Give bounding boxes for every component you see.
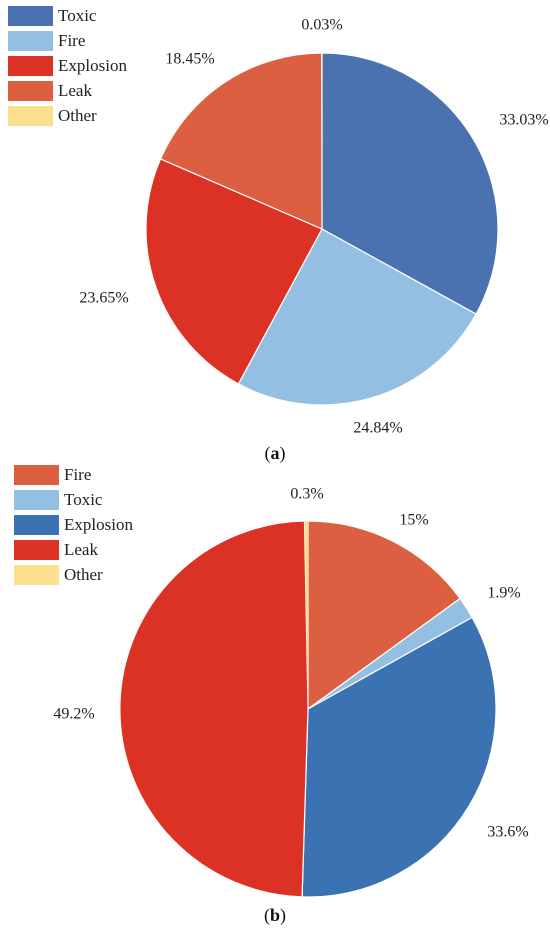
data-label-toxic-b: 1.9% <box>487 585 520 602</box>
legend-label-other-b: Other <box>64 565 103 584</box>
slice-fire-b <box>307 520 461 711</box>
legend-label-fire-a: Fire <box>58 31 85 50</box>
data-label-leak-a: 18.45% <box>165 51 214 68</box>
legend-label-other-a: Other <box>58 106 97 125</box>
legend-label-fire-b: Fire <box>64 465 91 484</box>
data-label-fire-a: 24.84% <box>353 420 402 437</box>
caption-b: (b) <box>264 905 286 926</box>
slice-toxic-a <box>321 52 499 315</box>
slice-fire-a <box>237 228 477 406</box>
legend-swatch-fire-b <box>14 465 59 485</box>
legend-label-leak-a: Leak <box>58 81 92 100</box>
legend-swatch-explosion-b <box>14 515 59 535</box>
data-label-leak-b: 49.2% <box>53 706 94 723</box>
data-label-other-a: 0.03% <box>301 17 342 34</box>
legend-label-toxic-b: Toxic <box>64 490 103 509</box>
pie-chart-a: 33.03% 24.84% 23.65% 18.45% 0.03% Toxic Fire Ex… <box>8 6 549 437</box>
legend-swatch-leak-b <box>14 540 59 560</box>
legend-label-toxic-a: Toxic <box>58 6 97 25</box>
legend-label-explosion-b: Explosion <box>64 515 133 534</box>
data-label-fire-b: 15% <box>399 512 428 529</box>
caption-a: (a) <box>265 443 286 464</box>
data-label-other-b: 0.3% <box>290 486 323 503</box>
data-label-toxic-a: 33.03% <box>499 112 548 129</box>
slice-explosion-b <box>301 616 497 898</box>
slice-leak-b <box>119 520 309 898</box>
slice-other-b <box>304 520 308 709</box>
data-label-explosion-b: 33.6% <box>487 824 528 841</box>
data-label-explosion-a: 23.65% <box>79 290 128 307</box>
slice-leak-a <box>159 52 323 230</box>
slice-explosion-a <box>145 158 323 385</box>
legend-swatch-explosion-a <box>8 56 53 76</box>
pie-chart-b: 15% 1.9% 33.6% 49.2% 0.3% Fire Toxic Explosion L… <box>14 465 529 898</box>
legend-swatch-other-a <box>8 106 53 126</box>
legend-swatch-toxic-a <box>8 6 53 26</box>
legend-label-explosion-a: Explosion <box>58 56 127 75</box>
legend-swatch-leak-a <box>8 81 53 101</box>
legend-label-leak-b: Leak <box>64 540 98 559</box>
legend-swatch-other-b <box>14 565 59 585</box>
legend-swatch-toxic-b <box>14 490 59 510</box>
legend-swatch-fire-a <box>8 31 53 51</box>
